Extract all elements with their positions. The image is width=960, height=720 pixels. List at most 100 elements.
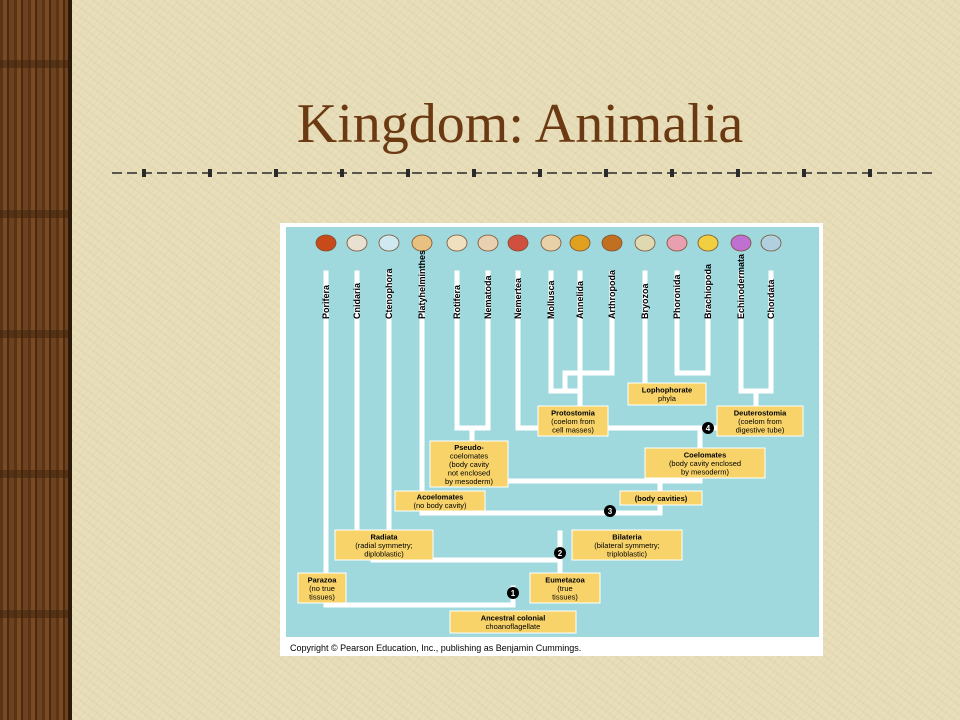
taxon-illustration-icon (697, 234, 719, 252)
box-label: Lophophorate (642, 386, 692, 395)
taxon-illustration-icon (507, 234, 529, 252)
box-label: (radial symmetry; (355, 541, 413, 550)
taxon-label: Chordata (766, 279, 776, 319)
taxon-label: Platyhelminthes (417, 250, 427, 319)
wood-sidebar (0, 0, 68, 720)
node-marker-1: 1 (507, 587, 519, 599)
acoelomates-box: Acoelomates(no body cavity) (394, 490, 486, 512)
box-label: Eumetazoa (545, 575, 585, 584)
box-label: phyla (658, 394, 677, 403)
divider-dot (736, 169, 740, 177)
phylogenetic-tree: Porifera Cnidaria Ctenophora Platyhelminthe… (286, 227, 819, 653)
divider-dot (340, 169, 344, 177)
node-number: 2 (558, 549, 563, 558)
box-label: diploblastic) (364, 549, 404, 558)
box-label: Radiata (370, 532, 398, 541)
box-label: Ancestral colonial (481, 614, 546, 623)
box-label: Deuterostomia (734, 408, 787, 417)
divider-dot (604, 169, 608, 177)
box-label: coelomates (450, 451, 489, 460)
tree-branch (674, 360, 711, 376)
box-label: Bilateria (612, 532, 642, 541)
taxon-label: Ctenophora (384, 268, 394, 319)
box-label: digestive tube) (736, 425, 785, 434)
radiata-box: Radiata(radial symmetry;diploblastic) (334, 529, 434, 561)
box-label: cell masses) (552, 425, 594, 434)
box-label: tissues) (309, 592, 335, 601)
taxon-label: Bryozoa (640, 282, 650, 319)
taxon-illustration-icon (569, 234, 591, 252)
taxon-label: Mollusca (546, 279, 556, 319)
box-label: (no body cavity) (414, 501, 467, 510)
box-label: choanoflagellate (486, 622, 541, 631)
divider-dot (406, 169, 410, 177)
taxon-illustration-icon (346, 234, 368, 252)
box-label: Protostomia (551, 408, 596, 417)
box-label: (true (557, 584, 572, 593)
taxon-illustration-icon (378, 234, 400, 252)
taxon-illustration-icon (730, 234, 752, 252)
taxon-label: Phoronida (672, 274, 682, 319)
divider-dot (868, 169, 872, 177)
divider-dot (208, 169, 212, 177)
taxon-illustration-icon (477, 234, 499, 252)
box-label: (no true (309, 584, 335, 593)
taxon-label: Rotifera (452, 284, 462, 319)
taxon-illustration-icon (760, 234, 782, 252)
divider-dot (472, 169, 476, 177)
node-number: 1 (511, 589, 516, 598)
taxon-illustration-icon (411, 234, 433, 252)
copyright-text: Copyright © Pearson Education, Inc., pub… (290, 643, 581, 653)
divider-dot (274, 169, 278, 177)
box-label: (coelom from (551, 417, 595, 426)
tree-branch (562, 360, 615, 394)
box-label: triploblastic) (607, 549, 648, 558)
taxon-label: Annelida (575, 280, 585, 319)
node-marker-2: 2 (554, 547, 566, 559)
taxon-label: Nemertea (513, 277, 523, 319)
box-label: by mesoderm) (681, 467, 729, 476)
bilateria-box: Bilateria(bilateral symmetry;triploblast… (571, 529, 683, 561)
box-label: not enclosed (448, 468, 491, 477)
box-label: tissues) (552, 592, 578, 601)
dotted-divider (112, 169, 932, 177)
body-cavities-box: (body cavities) (619, 490, 703, 506)
taxon-illustration-icon (315, 234, 337, 252)
taxon-label: Porifera (321, 284, 331, 319)
box-label: Coelomates (684, 450, 727, 459)
divider-dot (538, 169, 542, 177)
node-marker-3: 3 (604, 505, 616, 517)
tree-branch (657, 478, 703, 491)
box-label: (body cavities) (635, 494, 688, 503)
taxon-illustration-icon (601, 234, 623, 252)
box-label: (bilateral symmetry; (594, 541, 659, 550)
box-label: Acoelomates (417, 493, 464, 502)
node-number: 4 (706, 424, 711, 433)
taxon-illustration-icon (666, 234, 688, 252)
box-label: Pseudo- (454, 443, 484, 452)
slide-title: Kingdom: Animalia (296, 93, 744, 155)
box-label: (body cavity enclosed (669, 459, 741, 468)
taxon-label: Echinodermata (736, 253, 746, 319)
phylogeny-figure: Porifera Cnidaria Ctenophora Platyhelminthe… (280, 223, 823, 656)
node-marker-4: 4 (702, 422, 714, 434)
taxon-label: Nematoda (483, 274, 493, 319)
box-label: (body cavity (449, 460, 489, 469)
box-label: by mesoderm) (445, 477, 493, 486)
divider-dot (802, 169, 806, 177)
box-label: Parazoa (308, 575, 338, 584)
taxon-illustration-icon (446, 234, 468, 252)
taxon-illustration-icon (540, 234, 562, 252)
divider-dot (670, 169, 674, 177)
taxon-label: Brachiopoda (703, 263, 713, 319)
node-number: 3 (608, 507, 613, 516)
wood-edge (68, 0, 72, 720)
